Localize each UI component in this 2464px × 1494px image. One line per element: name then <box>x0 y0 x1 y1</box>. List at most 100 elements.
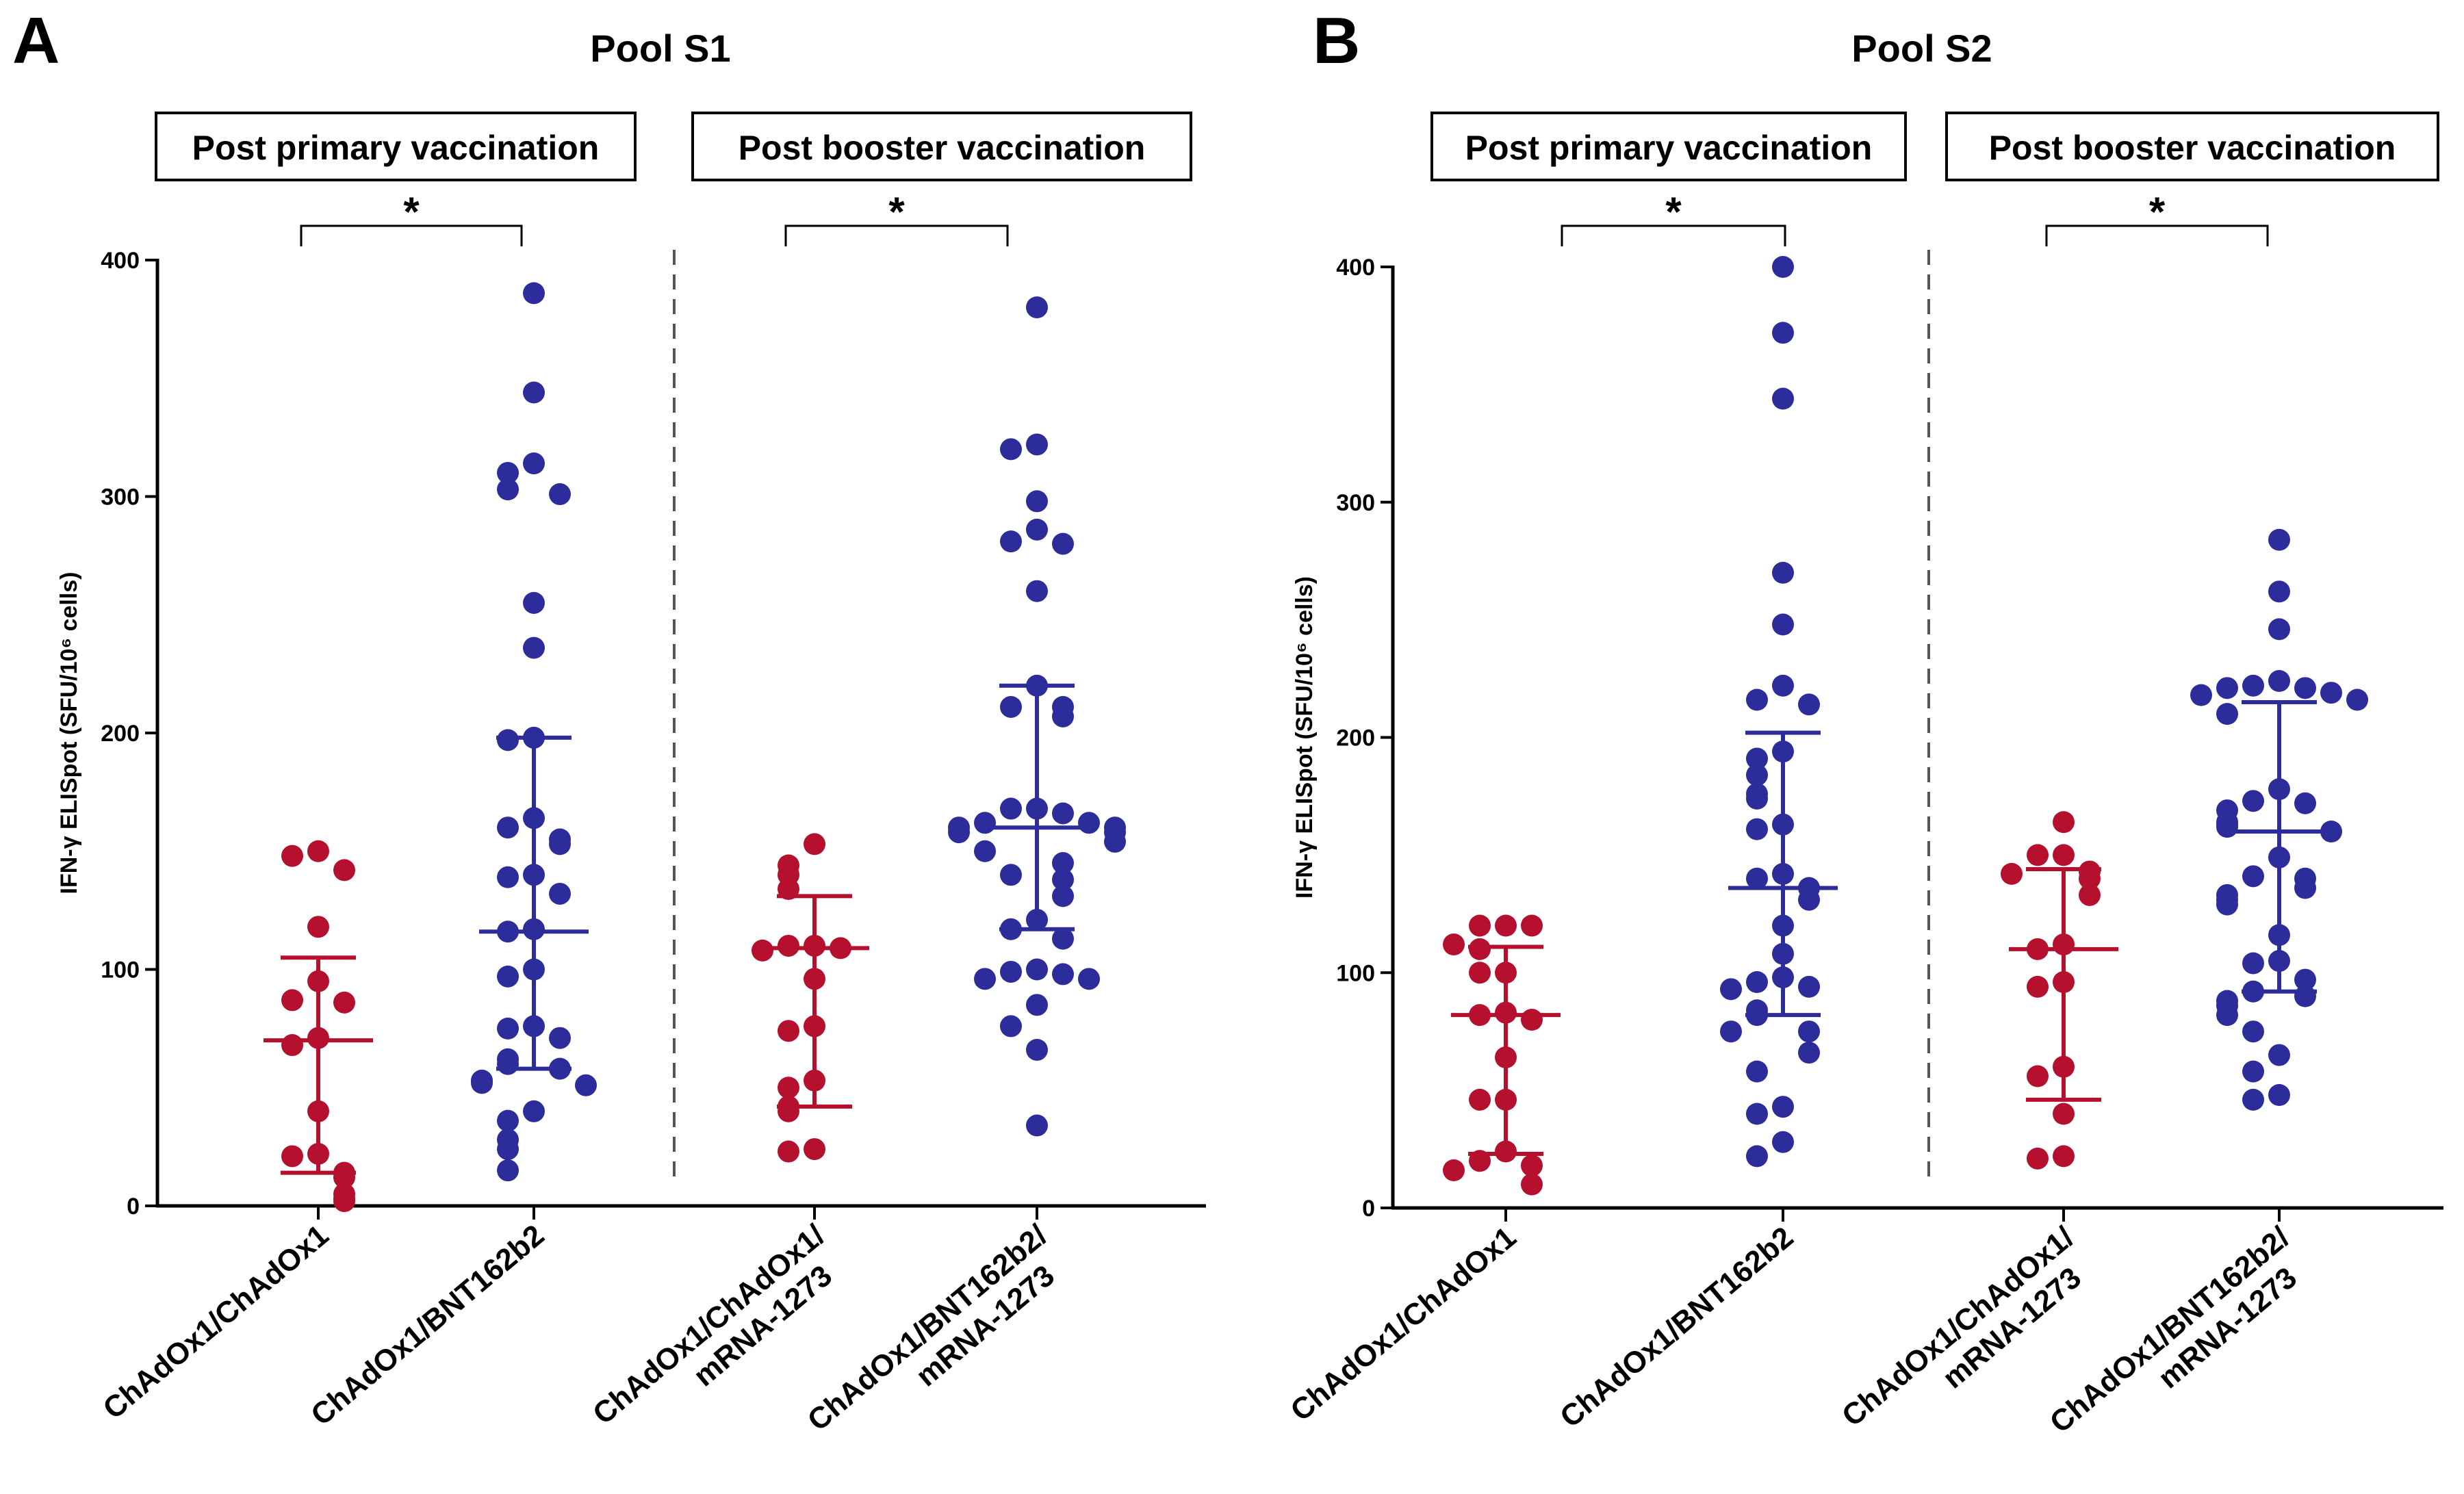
data-point <box>497 965 519 988</box>
data-point <box>307 916 329 938</box>
group-label-box <box>691 112 1192 181</box>
data-point <box>2027 844 2049 866</box>
data-point <box>1772 387 1794 410</box>
series-2: ChAdOx1/BNT162b2 <box>1554 256 1838 1434</box>
data-point <box>333 859 355 881</box>
data-point <box>2053 1145 2075 1168</box>
data-point <box>1026 296 1048 319</box>
data-point <box>1026 1114 1048 1137</box>
data-point <box>523 636 545 659</box>
data-point <box>1521 1155 1543 1177</box>
x-tick-label: ChAdOx1/BNT162b2 <box>305 1218 550 1432</box>
data-point <box>2079 884 2101 906</box>
data-point <box>1746 1145 1768 1168</box>
data-point <box>804 1138 825 1161</box>
x-tick-label-line: ChAdOx1/BNT162b2/ <box>801 1218 1054 1437</box>
data-point <box>974 812 996 834</box>
data-point <box>778 934 799 957</box>
data-point <box>2242 952 2264 975</box>
data-point <box>1443 1159 1465 1181</box>
data-point <box>1521 1173 1543 1196</box>
data-point <box>497 461 519 484</box>
data-point <box>2001 862 2023 885</box>
data-point <box>778 1100 799 1122</box>
data-point <box>1078 812 1100 834</box>
y-tick-label: 400 <box>101 248 140 274</box>
data-point <box>1078 968 1100 990</box>
significance-bracket <box>300 224 523 246</box>
data-point <box>1469 962 1491 984</box>
data-point <box>523 1100 545 1122</box>
data-point <box>1798 888 1820 911</box>
significance-marker: * <box>403 189 420 235</box>
data-point <box>2294 677 2316 699</box>
data-point <box>778 1077 799 1099</box>
data-point <box>1495 914 1517 937</box>
data-point <box>497 866 519 888</box>
y-tick-label: 200 <box>1336 725 1375 751</box>
data-point <box>549 833 571 855</box>
data-point <box>1052 885 1074 907</box>
data-point <box>1000 695 1022 718</box>
y-tick-label: 100 <box>1336 960 1375 986</box>
data-point <box>2294 985 2316 1007</box>
data-point <box>1026 1038 1048 1061</box>
y-tick-label: 300 <box>1336 490 1375 516</box>
data-point <box>1469 1088 1491 1111</box>
data-point <box>1052 802 1074 825</box>
series-3: ChAdOx1/ChAdOx1/mRNA-1273 <box>587 833 869 1431</box>
x-tick-label-line: ChAdOx1/ChAdOx1 <box>97 1218 335 1426</box>
data-point <box>333 1190 355 1213</box>
data-point <box>523 452 545 475</box>
data-point <box>2268 1084 2290 1106</box>
significance-marker: * <box>1665 189 1682 235</box>
data-point <box>471 1072 493 1094</box>
data-point <box>1000 960 1022 983</box>
data-point <box>2216 893 2238 916</box>
data-point <box>1746 764 1768 786</box>
y-tick-label: 300 <box>101 485 140 511</box>
data-point <box>1052 963 1074 986</box>
data-point <box>2079 867 2101 890</box>
data-point <box>1026 433 1048 456</box>
data-point <box>523 282 545 305</box>
data-point <box>1000 438 1022 461</box>
data-point <box>1746 1060 1768 1083</box>
series-1: ChAdOx1/ChAdOx1 <box>97 840 373 1426</box>
data-point <box>497 816 519 839</box>
data-point <box>1469 914 1491 937</box>
chart-title: Pool S1 <box>590 27 730 70</box>
data-point <box>974 840 996 862</box>
group-label-box <box>1945 112 2439 181</box>
data-point <box>1026 518 1048 541</box>
data-point <box>497 1159 519 1182</box>
data-point <box>1798 693 1820 716</box>
x-tick-label-line: ChAdOx1/ChAdOx1 <box>1284 1220 1522 1428</box>
data-point <box>778 1020 799 1042</box>
data-point <box>281 845 303 867</box>
y-axis-label: IFN-γ ELISpot (SFU/10⁶ cells) <box>1292 576 1318 899</box>
significance-bracket <box>784 224 1009 246</box>
data-point <box>1521 1009 1543 1031</box>
data-point <box>1746 1103 1768 1125</box>
x-tick-label: ChAdOx1/ChAdOx1 <box>1284 1220 1522 1428</box>
data-point <box>2216 816 2238 838</box>
x-tick-label: ChAdOx1/BNT162b2/mRNA-1273 <box>2044 1220 2319 1467</box>
series-4: ChAdOx1/BNT162b2/mRNA-1273 <box>2044 528 2368 1467</box>
data-point <box>1746 688 1768 711</box>
data-point <box>2190 684 2212 706</box>
panel-a: A Pool S1 Post primary vaccination Post boo… <box>12 4 1206 1438</box>
data-point <box>523 591 545 614</box>
data-point <box>1720 978 1742 1001</box>
data-point <box>2027 975 2049 998</box>
significance-bracket <box>1561 224 1786 246</box>
data-point <box>1720 1020 1742 1043</box>
data-point <box>307 840 329 862</box>
data-point <box>497 729 519 751</box>
group-label: Post primary vaccination <box>192 129 600 167</box>
data-point <box>497 1138 519 1161</box>
data-point <box>1746 787 1768 810</box>
x-tick-label-line: ChAdOx1/BNT162b2 <box>1554 1220 1799 1434</box>
data-point <box>575 1074 597 1096</box>
